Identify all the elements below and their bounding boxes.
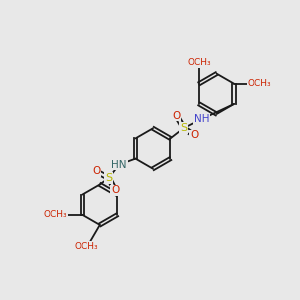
Text: HN: HN (111, 160, 127, 170)
Text: O: O (172, 110, 181, 121)
Text: S: S (105, 173, 112, 183)
Text: O: O (92, 167, 100, 176)
Text: OCH₃: OCH₃ (248, 79, 271, 88)
Text: S: S (180, 123, 188, 133)
Text: OCH₃: OCH₃ (75, 242, 98, 251)
Text: NH: NH (194, 114, 209, 124)
Text: OCH₃: OCH₃ (187, 58, 211, 68)
Text: OCH₃: OCH₃ (44, 210, 68, 219)
Text: O: O (190, 130, 198, 140)
Text: O: O (111, 185, 119, 195)
